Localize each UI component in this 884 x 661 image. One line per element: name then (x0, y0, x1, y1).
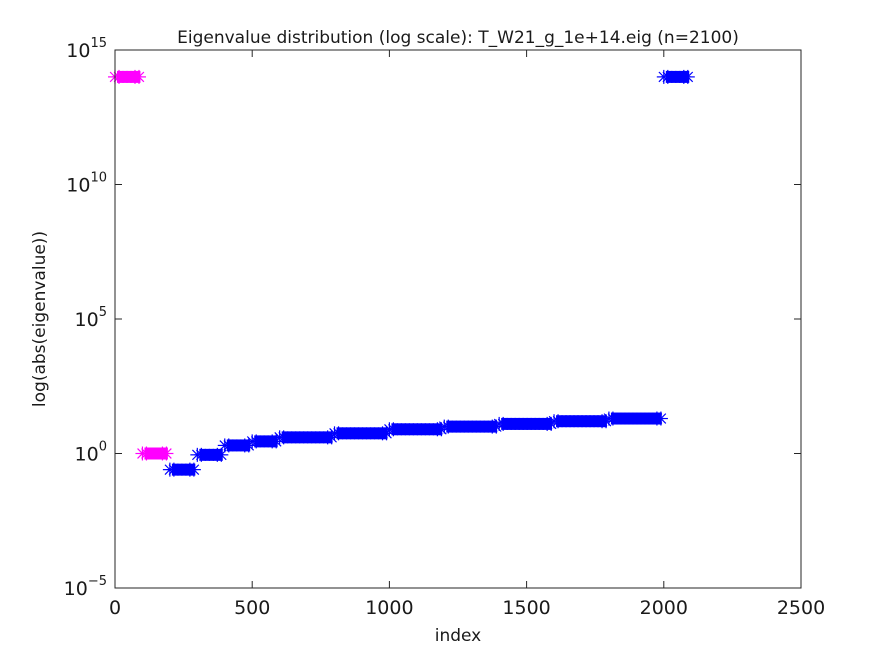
y-tick-base: 10 (64, 578, 88, 600)
x-axis-ticks: 0 500 1000 1500 2000 2500 (109, 50, 825, 619)
data-point-run (272, 430, 339, 445)
data-point-run (656, 69, 695, 84)
data-point-marker (214, 447, 229, 462)
x-tick-label: 1500 (502, 597, 550, 619)
y-tick-base: 10 (75, 309, 99, 331)
y-tick-exponent: 0 (99, 440, 107, 455)
data-point-run (492, 416, 559, 431)
x-axis-label: index (435, 626, 482, 646)
chart-title: Eigenvalue distribution (log scale): T_W… (177, 28, 739, 48)
data-point-run (382, 422, 449, 437)
y-tick-label: 100 (75, 440, 107, 466)
x-tick-label: 1000 (365, 597, 413, 619)
y-tick-exponent: 10 (90, 171, 107, 186)
data-point-run (601, 411, 668, 426)
y-tick-exponent: −5 (88, 574, 107, 589)
y-axis-label: log(abs(eigenvalue)) (30, 231, 50, 407)
y-tick-base: 10 (66, 175, 90, 197)
y-tick-label: 10−5 (64, 574, 107, 600)
data-point-marker (680, 69, 695, 84)
plot-marks (108, 69, 695, 477)
data-point-marker (132, 69, 146, 84)
y-tick-label: 1015 (66, 36, 107, 62)
data-point-run (437, 419, 504, 434)
x-tick-label: 2000 (640, 597, 688, 619)
series-1-marks (162, 69, 695, 477)
data-point-run (162, 462, 201, 477)
y-tick-exponent: 5 (99, 305, 107, 320)
data-point-marker (159, 446, 174, 461)
data-point-run (547, 414, 614, 429)
data-point-run (190, 447, 229, 462)
x-tick-label: 0 (109, 597, 121, 619)
y-tick-label: 1010 (66, 171, 107, 197)
y-tick-label: 105 (75, 305, 107, 331)
x-tick-label: 500 (234, 597, 270, 619)
y-tick-exponent: 15 (90, 36, 107, 51)
data-point-marker (186, 462, 201, 477)
data-point-marker (653, 411, 668, 426)
y-tick-base: 10 (75, 444, 99, 466)
data-point-run (327, 426, 394, 441)
data-point-run (135, 446, 174, 461)
y-tick-base: 10 (66, 40, 90, 62)
x-tick-label: 2500 (777, 597, 825, 619)
